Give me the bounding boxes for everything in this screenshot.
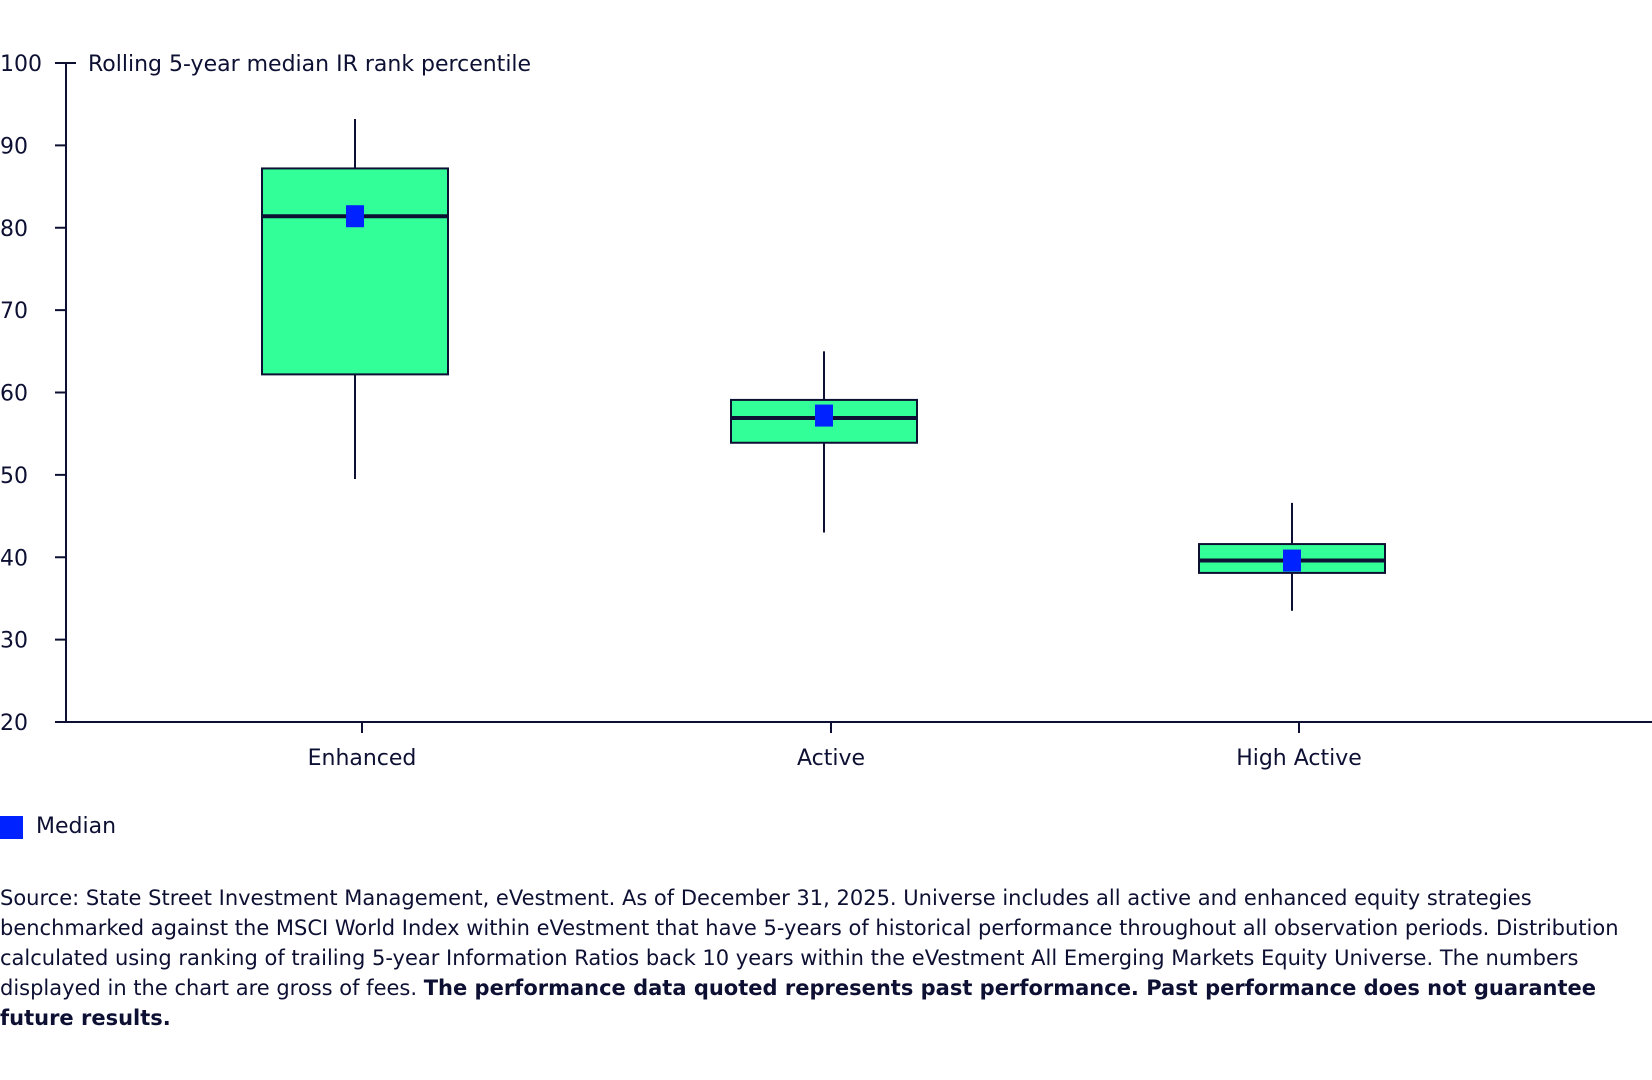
x-tick-label-active: Active — [797, 746, 865, 771]
box-active — [730, 351, 918, 533]
y-tick-label-100: 100 — [0, 52, 42, 77]
box-plot-chart: 20 30 40 50 60 70 80 90 100 Enhanced Active High A… — [0, 52, 1652, 771]
legend: Median — [0, 814, 116, 840]
x-tick-label-enhanced: Enhanced — [308, 746, 417, 771]
box-high-active — [1198, 502, 1386, 611]
y-axis: 20 30 40 50 60 70 80 90 100 — [0, 52, 76, 736]
y-tick-label-50: 50 — [0, 464, 28, 489]
y-tick-label-60: 60 — [0, 382, 28, 407]
source-note-text: Source: State Street Investment Manageme… — [0, 886, 1619, 1000]
y-tick-label-40: 40 — [0, 546, 28, 571]
median-marker-enhanced — [346, 205, 364, 228]
y-tick-label-90: 90 — [0, 134, 28, 159]
iqr-box-enhanced — [261, 167, 449, 376]
median-marker-high-active — [1283, 549, 1301, 572]
x-axis: Enhanced Active High Active — [66, 721, 1652, 771]
source-note-disclaimer: The performance data quoted represents p… — [0, 976, 1597, 1030]
box-plot-series — [261, 119, 1386, 611]
y-tick-label-20: 20 — [0, 711, 28, 736]
median-legend-swatch — [0, 815, 23, 839]
legend-label-median: Median — [36, 814, 117, 839]
y-tick-label-30: 30 — [0, 629, 28, 654]
median-marker-active — [815, 404, 833, 427]
box-enhanced — [261, 119, 449, 479]
x-tick-label-high-active: High Active — [1236, 746, 1362, 771]
y-axis-title: Rolling 5-year median IR rank percentile — [88, 52, 531, 77]
source-note: Source: State Street Investment Manageme… — [0, 883, 1648, 1033]
y-tick-label-70: 70 — [0, 299, 28, 324]
y-tick-label-80: 80 — [0, 217, 28, 242]
